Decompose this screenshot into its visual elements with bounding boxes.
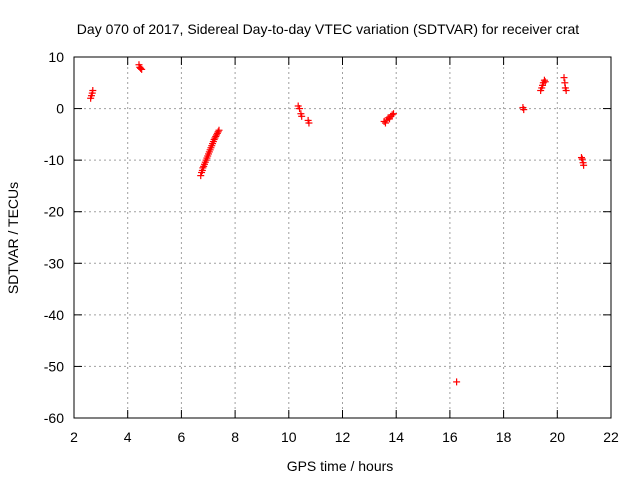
data-point xyxy=(577,154,585,162)
data-point xyxy=(453,378,461,386)
data-point xyxy=(520,106,528,114)
x-tick-label: 10 xyxy=(281,429,297,445)
x-tick-label: 2 xyxy=(70,429,78,445)
x-tick-label: 16 xyxy=(442,429,458,445)
y-tick-label: 10 xyxy=(48,49,64,65)
chart-title: Day 070 of 2017, Sidereal Day-to-day VTE… xyxy=(77,21,579,37)
x-tick-label: 20 xyxy=(550,429,566,445)
data-point xyxy=(388,111,396,119)
y-tick-label: -60 xyxy=(44,410,64,426)
y-tick-label: -40 xyxy=(44,307,64,323)
data-point xyxy=(560,74,568,82)
data-point xyxy=(381,119,389,127)
y-tick-label: -20 xyxy=(44,204,64,220)
x-tick-label: 8 xyxy=(231,429,239,445)
y-tick-label: -50 xyxy=(44,358,64,374)
data-point xyxy=(89,87,97,95)
data-point xyxy=(214,128,222,136)
data-point xyxy=(199,164,207,172)
data-point xyxy=(197,172,205,180)
data-point xyxy=(562,87,570,95)
data-point xyxy=(580,161,588,169)
data-point xyxy=(215,126,223,134)
data-point xyxy=(298,112,306,120)
data-point xyxy=(211,134,219,142)
y-axis-label: SDTVAR / TECUs xyxy=(5,182,21,294)
y-tick-label: -10 xyxy=(44,152,64,168)
x-tick-label: 18 xyxy=(496,429,512,445)
data-point xyxy=(541,78,549,86)
data-points xyxy=(87,61,588,386)
x-tick-label: 14 xyxy=(388,429,404,445)
data-point xyxy=(213,131,221,139)
grid xyxy=(74,57,611,418)
data-point xyxy=(213,129,221,137)
data-point xyxy=(578,155,586,163)
y-tick-label: -30 xyxy=(44,255,64,271)
data-point xyxy=(138,65,146,73)
tick-labels: 2 4 6 8 10 12 14 16 18 20 22 10 0 -10 -20 -30 -40 -50 -60 xyxy=(44,49,619,445)
x-tick-label: 4 xyxy=(124,429,132,445)
data-point xyxy=(137,64,145,72)
data-point xyxy=(212,132,220,140)
data-point xyxy=(390,110,398,118)
x-tick-label: 6 xyxy=(178,429,186,445)
data-point xyxy=(305,119,313,127)
x-tick-label: 12 xyxy=(335,429,351,445)
data-point xyxy=(296,105,304,113)
x-axis-label: GPS time / hours xyxy=(287,458,394,474)
x-tick-label: 22 xyxy=(603,429,619,445)
y-tick-label: 0 xyxy=(56,101,64,117)
data-point xyxy=(540,76,548,84)
data-point xyxy=(210,136,218,144)
ticks xyxy=(73,56,612,419)
